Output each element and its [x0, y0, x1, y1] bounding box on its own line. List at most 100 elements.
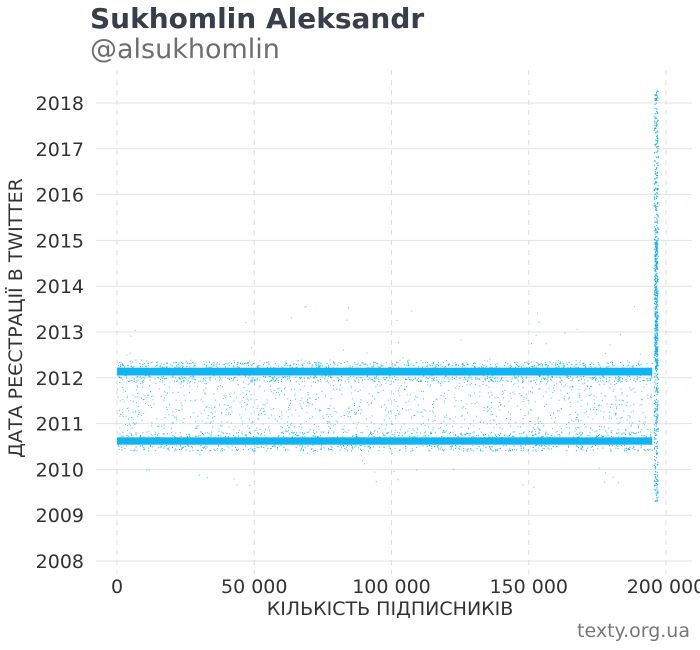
data-point [593, 363, 595, 365]
data-point [268, 426, 270, 428]
data-point [280, 426, 282, 428]
data-point [561, 431, 563, 433]
data-point [314, 362, 316, 364]
data-point [317, 364, 319, 366]
data-point [561, 379, 563, 381]
data-point [451, 379, 453, 381]
data-point [309, 429, 311, 431]
data-point [213, 448, 215, 450]
y-tick-label: 2015 [36, 230, 84, 252]
data-point [185, 366, 187, 368]
data-point [373, 380, 375, 382]
data-point [221, 412, 223, 414]
data-point [269, 385, 271, 387]
data-point [159, 379, 161, 381]
data-point [654, 323, 656, 326]
data-point [367, 445, 369, 447]
data-point [451, 445, 453, 447]
data-point [657, 120, 659, 122]
data-point [445, 431, 447, 433]
data-point [399, 449, 401, 451]
data-point [386, 376, 388, 378]
data-point [154, 431, 156, 433]
data-point [328, 366, 330, 368]
data-point [424, 381, 426, 383]
data-point [579, 360, 581, 362]
data-point [599, 428, 601, 430]
data-point [618, 482, 620, 484]
data-point [248, 360, 250, 362]
data-point [534, 433, 536, 435]
data-point [269, 447, 271, 449]
data-point [656, 442, 658, 444]
data-point [616, 418, 618, 420]
data-point [256, 407, 258, 409]
data-point [140, 382, 142, 384]
data-point [139, 434, 141, 436]
data-point [535, 434, 537, 436]
data-point [514, 393, 516, 395]
data-point [126, 354, 128, 356]
data-point [374, 361, 376, 363]
data-point [628, 432, 630, 434]
data-point [175, 449, 177, 451]
data-point [146, 431, 148, 433]
data-point [394, 447, 396, 449]
data-point [654, 373, 656, 375]
data-point [629, 448, 631, 450]
data-point [302, 436, 304, 438]
data-point [531, 387, 533, 389]
data-point [616, 371, 618, 373]
data-point [283, 369, 285, 371]
data-point [654, 429, 656, 432]
data-point [568, 446, 570, 448]
data-point [180, 448, 182, 450]
data-point [137, 410, 139, 412]
data-point [385, 361, 387, 363]
data-point [593, 395, 595, 397]
data-point [654, 229, 656, 231]
data-point [404, 431, 406, 433]
data-point [542, 447, 544, 449]
data-point [606, 361, 608, 363]
data-point [397, 479, 399, 481]
data-point [284, 362, 286, 364]
data-point [655, 430, 657, 432]
data-point [655, 349, 657, 352]
data-point [467, 363, 469, 365]
data-point [653, 488, 655, 491]
data-point [655, 308, 657, 311]
data-point [132, 366, 134, 368]
data-point [653, 424, 655, 426]
data-point [440, 446, 442, 448]
data-point [656, 246, 658, 248]
data-point [413, 430, 415, 432]
data-point [533, 486, 535, 488]
data-point [193, 367, 195, 369]
data-point [587, 416, 589, 418]
data-point [589, 394, 591, 396]
data-point [594, 406, 596, 408]
data-point [444, 366, 446, 368]
data-point [197, 386, 199, 388]
data-point [634, 306, 636, 308]
data-point [329, 375, 331, 377]
data-point [428, 364, 430, 366]
data-point [657, 196, 659, 198]
data-point [280, 418, 282, 420]
data-point [463, 448, 465, 450]
data-point [229, 395, 231, 397]
data-point [177, 391, 179, 393]
data-point [345, 449, 347, 451]
data-point [243, 387, 245, 389]
data-point [236, 361, 238, 363]
data-point [368, 446, 370, 448]
data-point [629, 415, 631, 417]
data-point [118, 444, 120, 446]
data-point [557, 360, 559, 362]
data-point [494, 434, 496, 436]
data-point [270, 448, 272, 450]
data-point [655, 322, 657, 324]
data-point [157, 434, 159, 436]
data-point [355, 427, 357, 429]
